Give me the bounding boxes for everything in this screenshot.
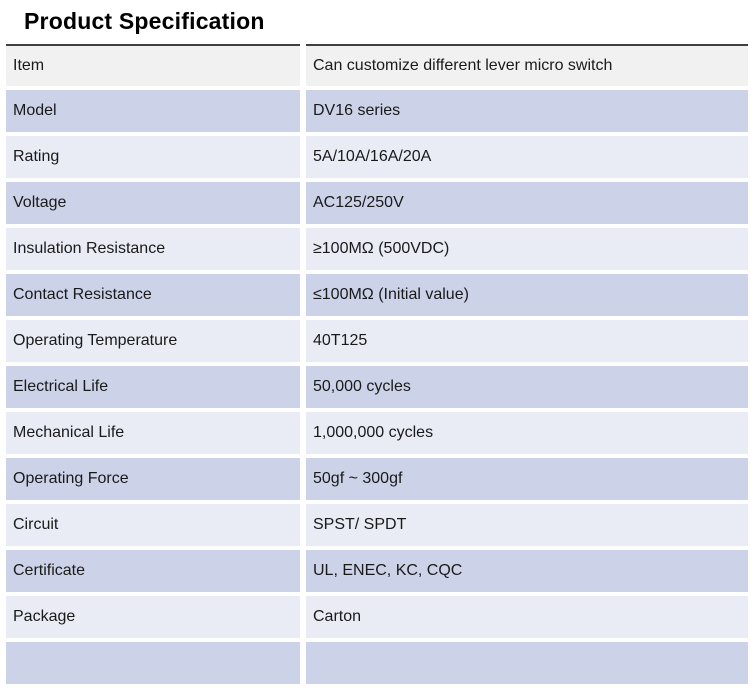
table-row-mechanical-life: Mechanical Life 1,000,000 cycles	[6, 412, 748, 454]
spec-label: Insulation Resistance	[6, 228, 300, 270]
spec-label: Certificate	[6, 550, 300, 592]
table-row-rating: Rating 5A/10A/16A/20A	[6, 136, 748, 178]
spec-value: 50gf ~ 300gf	[306, 458, 748, 500]
spec-label: Voltage	[6, 182, 300, 224]
spec-value: Can customize different lever micro swit…	[306, 44, 748, 86]
table-row-operating-force: Operating Force 50gf ~ 300gf	[6, 458, 748, 500]
spec-value: DV16 series	[306, 90, 748, 132]
spec-table-body: Item Can customize different lever micro…	[6, 44, 748, 684]
spec-value-cutoff	[306, 642, 748, 684]
table-row-insulation-resistance: Insulation Resistance ≥100MΩ (500VDC)	[6, 228, 748, 270]
spec-label: Electrical Life	[6, 366, 300, 408]
spec-label: Package	[6, 596, 300, 638]
spec-label: Mechanical Life	[6, 412, 300, 454]
spec-label: Circuit	[6, 504, 300, 546]
spec-label: Operating Temperature	[6, 320, 300, 362]
table-row-cutoff	[6, 642, 748, 684]
spec-label: Contact Resistance	[6, 274, 300, 316]
spec-value: 1,000,000 cycles	[306, 412, 748, 454]
spec-value: 50,000 cycles	[306, 366, 748, 408]
table-row-model: Model DV16 series	[6, 90, 748, 132]
table-row-voltage: Voltage AC125/250V	[6, 182, 748, 224]
spec-label: Operating Force	[6, 458, 300, 500]
spec-value: AC125/250V	[306, 182, 748, 224]
spec-label: Rating	[6, 136, 300, 178]
table-row-item: Item Can customize different lever micro…	[6, 44, 748, 86]
spec-value: ≥100MΩ (500VDC)	[306, 228, 748, 270]
table-row-package: Package Carton	[6, 596, 748, 638]
spec-label: Item	[6, 44, 300, 86]
spec-value: ≤100MΩ (Initial value)	[306, 274, 748, 316]
spec-value: 40T125	[306, 320, 748, 362]
page-title: Product Specification	[24, 8, 265, 34]
product-specification-page: Product Specification Item Can customize…	[0, 6, 754, 688]
table-row-certificate: Certificate UL, ENEC, KC, CQC	[6, 550, 748, 592]
spec-label-cutoff	[6, 642, 300, 684]
spec-value: 5A/10A/16A/20A	[306, 136, 748, 178]
table-row-contact-resistance: Contact Resistance ≤100MΩ (Initial value…	[6, 274, 748, 316]
spec-label: Model	[6, 90, 300, 132]
spec-value: Carton	[306, 596, 748, 638]
spec-value: SPST/ SPDT	[306, 504, 748, 546]
table-row-electrical-life: Electrical Life 50,000 cycles	[6, 366, 748, 408]
table-row-circuit: Circuit SPST/ SPDT	[6, 504, 748, 546]
spec-table: Item Can customize different lever micro…	[0, 40, 754, 688]
spec-value: UL, ENEC, KC, CQC	[306, 550, 748, 592]
table-row-operating-temperature: Operating Temperature 40T125	[6, 320, 748, 362]
